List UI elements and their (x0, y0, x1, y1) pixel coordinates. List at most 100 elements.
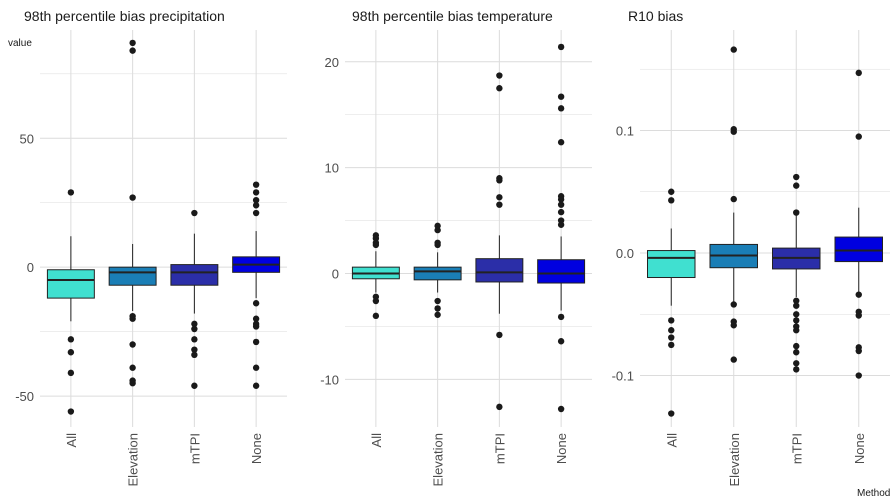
outlier-point (67, 336, 75, 343)
outlier-point (129, 194, 136, 201)
outlier-point (668, 188, 675, 195)
y-axis-label: value (8, 38, 32, 49)
outlier-point (67, 349, 75, 356)
x-tick-label: All (64, 433, 79, 448)
outlier-point (557, 201, 565, 208)
outlier-point (557, 139, 565, 146)
outlier-point (730, 356, 737, 363)
outlier-point (793, 173, 800, 181)
x-axis-label: Method (857, 488, 890, 499)
box-elevation (413, 266, 462, 281)
outlier-point (252, 300, 260, 307)
outlier-point (793, 311, 800, 318)
outlier-point (191, 382, 198, 389)
outlier-point (793, 360, 800, 367)
y-tick-label: 0 (27, 260, 34, 275)
outlier-point (793, 209, 800, 216)
box-mtpi (475, 258, 524, 283)
outlier-point (372, 241, 380, 249)
outlier-point (129, 379, 136, 387)
outlier-point (730, 46, 737, 53)
outlier-point (557, 313, 565, 321)
outlier-point (557, 196, 565, 203)
outlier-point (668, 317, 675, 324)
y-tick-label: 10 (325, 161, 339, 176)
outlier-point (793, 302, 800, 309)
outlier-point (496, 403, 503, 411)
outlier-point (67, 189, 75, 196)
y-tick-label: 20 (325, 55, 339, 70)
outlier-point (793, 297, 800, 304)
x-tick-label: mTPI (789, 433, 804, 464)
outlier-point (129, 47, 136, 54)
outlier-point (793, 342, 800, 350)
outlier-point (496, 331, 503, 339)
outlier-point (855, 133, 862, 140)
x-tick-label: All (369, 433, 384, 448)
outlier-point (557, 405, 565, 413)
outlier-point (252, 181, 260, 188)
box-none (537, 259, 586, 284)
outlier-point (372, 297, 380, 305)
outlier-point (855, 372, 862, 379)
x-tick-label: Elevation (727, 433, 742, 486)
outlier-point (496, 194, 503, 201)
outlier-point (252, 189, 260, 196)
outlier-point (191, 346, 198, 353)
y-tick-label: 0.0 (616, 246, 634, 261)
outlier-point (730, 195, 737, 203)
x-tick-label: Elevation (431, 433, 446, 486)
outlier-point (496, 177, 503, 184)
outlier-point (129, 341, 136, 348)
outlier-point (191, 209, 198, 217)
outlier-point (855, 312, 862, 319)
outlier-point (668, 410, 675, 417)
outlier-point (557, 221, 565, 228)
outlier-point (496, 72, 503, 79)
outlier-point (252, 202, 260, 209)
outlier-point (496, 201, 503, 208)
outlier-point (67, 408, 75, 415)
outlier-point (668, 197, 675, 204)
outlier-point (191, 325, 198, 333)
outlier-point (793, 349, 800, 356)
outlier-point (557, 208, 565, 216)
outlier-point (855, 69, 862, 77)
x-tick-label: mTPI (187, 433, 202, 464)
outlier-point (557, 105, 565, 112)
outlier-point (129, 364, 136, 371)
outlier-point (129, 39, 136, 47)
outlier-point (855, 347, 862, 355)
x-tick-label: mTPI (492, 433, 507, 464)
box-mtpi (170, 264, 219, 286)
panel-title: R10 bias (628, 8, 683, 24)
outlier-point (793, 366, 800, 373)
y-tick-label: 0.1 (616, 123, 634, 138)
outlier-point (252, 315, 260, 322)
outlier-point (252, 196, 260, 204)
outlier-point (191, 336, 198, 343)
panel-title: 98th percentile bias temperature (352, 8, 553, 24)
outlier-point (855, 291, 862, 298)
outlier-point (730, 128, 737, 135)
outlier-point (668, 341, 675, 349)
outlier-point (730, 301, 737, 308)
y-tick-label: 0 (332, 266, 339, 281)
outlier-point (434, 311, 441, 318)
box-elevation (108, 266, 157, 286)
outlier-point (434, 297, 441, 305)
panel-title: 98th percentile bias precipitation (24, 8, 225, 24)
outlier-point (252, 338, 260, 346)
x-tick-label: None (852, 433, 867, 464)
x-tick-label: None (249, 433, 264, 464)
outlier-point (434, 305, 441, 312)
outlier-point (252, 382, 260, 389)
outlier-point (557, 338, 565, 345)
y-tick-label: -10 (320, 372, 339, 387)
outlier-point (793, 317, 800, 324)
outlier-point (557, 93, 565, 100)
outlier-point (372, 312, 380, 320)
outlier-point (668, 334, 675, 341)
box-all (647, 250, 696, 279)
